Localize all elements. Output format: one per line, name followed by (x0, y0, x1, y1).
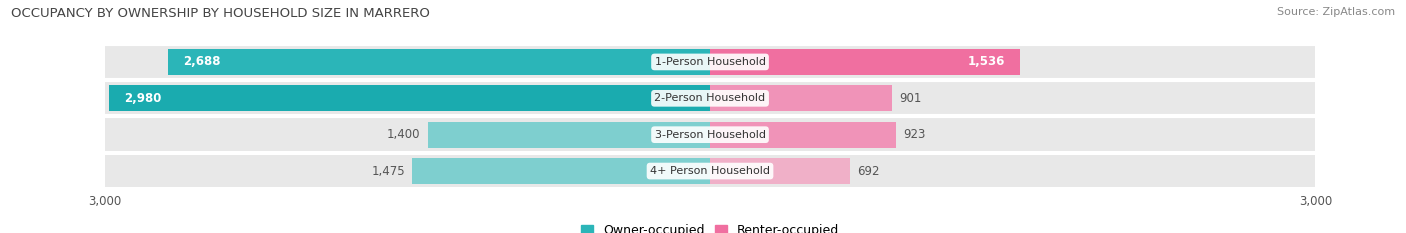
Bar (104, 46, 1316, 78)
Bar (108, 85, 710, 111)
Text: 901: 901 (898, 92, 921, 105)
Bar (710, 158, 849, 184)
Text: 1,475: 1,475 (371, 164, 405, 178)
Bar (710, 85, 891, 111)
Text: Source: ZipAtlas.com: Source: ZipAtlas.com (1277, 7, 1395, 17)
Bar (104, 155, 1316, 187)
Text: 1-Person Household: 1-Person Household (655, 57, 765, 67)
Text: 1,400: 1,400 (387, 128, 420, 141)
Text: 3-Person Household: 3-Person Household (655, 130, 765, 140)
Bar (167, 49, 710, 75)
Text: 1,536: 1,536 (967, 55, 1005, 69)
Text: 4+ Person Household: 4+ Person Household (650, 166, 770, 176)
Text: 692: 692 (856, 164, 879, 178)
Text: OCCUPANCY BY OWNERSHIP BY HOUSEHOLD SIZE IN MARRERO: OCCUPANCY BY OWNERSHIP BY HOUSEHOLD SIZE… (11, 7, 430, 20)
Bar (427, 122, 710, 148)
Text: 2,688: 2,688 (183, 55, 221, 69)
Bar (710, 49, 1019, 75)
Legend: Owner-occupied, Renter-occupied: Owner-occupied, Renter-occupied (581, 224, 839, 233)
Bar (104, 82, 1316, 115)
Text: 923: 923 (904, 128, 927, 141)
Bar (710, 122, 896, 148)
Text: 2,980: 2,980 (124, 92, 162, 105)
Text: 2-Person Household: 2-Person Household (654, 93, 766, 103)
Bar (412, 158, 710, 184)
Bar (104, 118, 1316, 151)
